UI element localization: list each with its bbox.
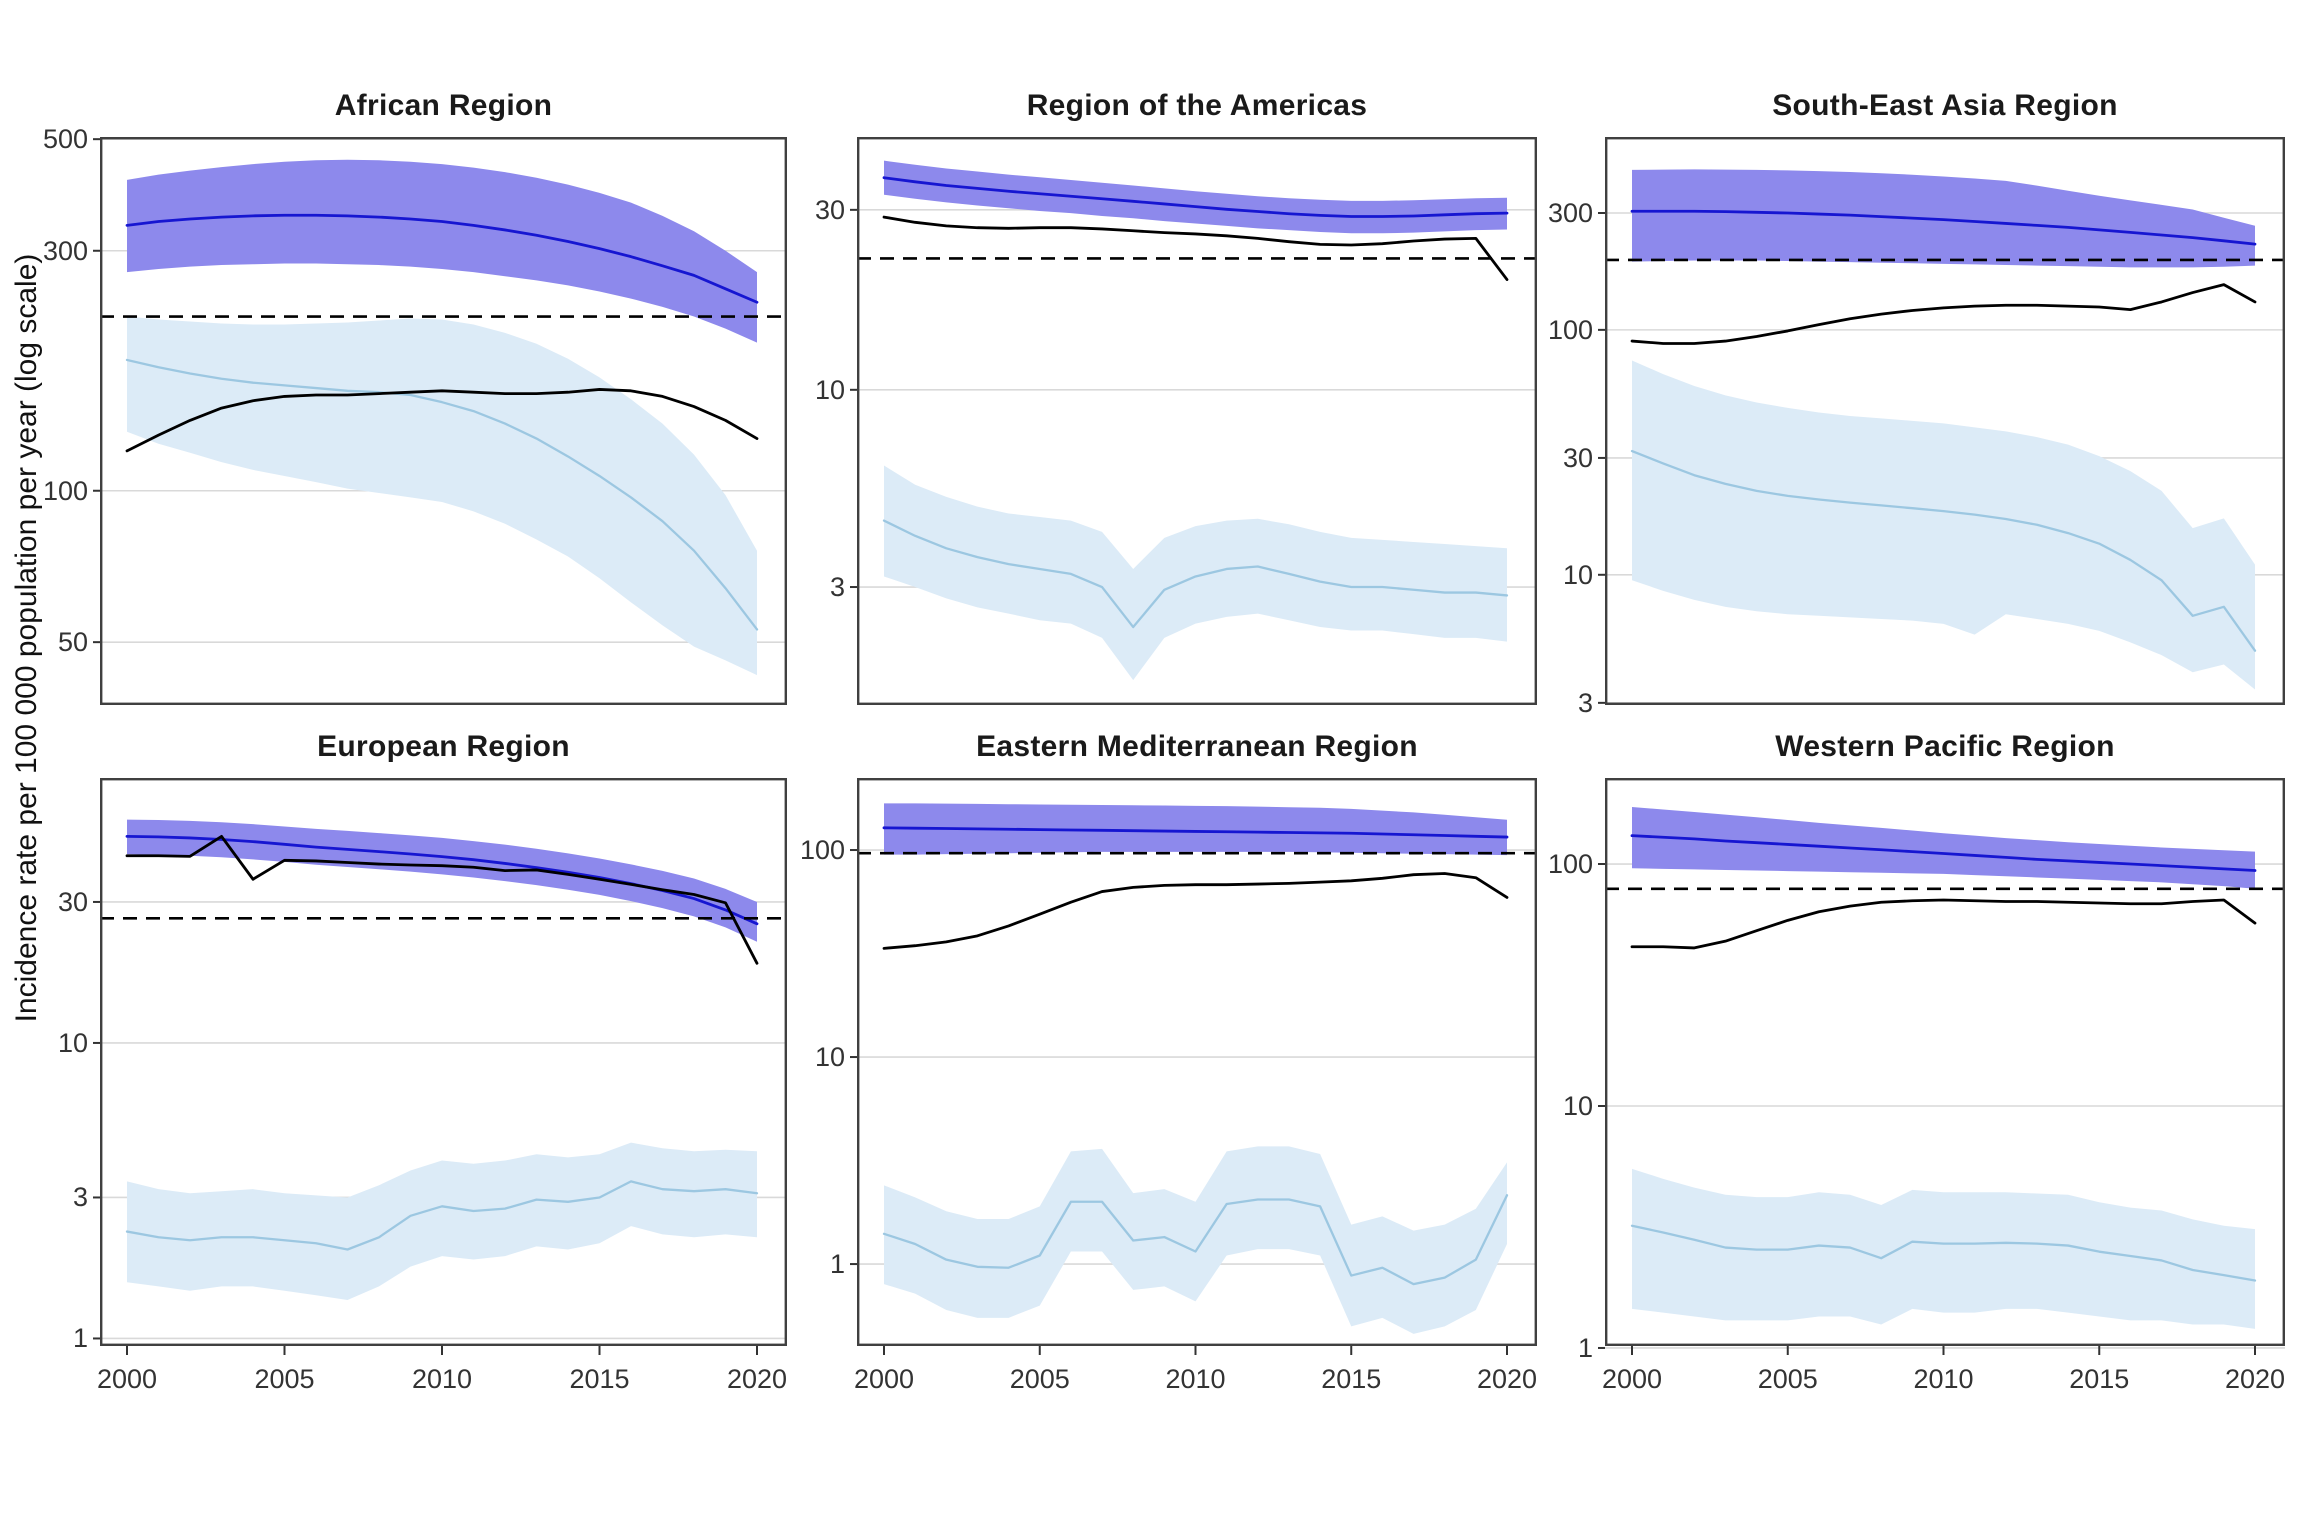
hiv-positive-uncertainty-band <box>1632 1168 2255 1329</box>
panel-title-western-pacific-region: Western Pacific Region <box>1775 730 2115 763</box>
panel-border <box>857 137 1537 705</box>
panel-title-eastern-mediterranean-region: Eastern Mediterranean Region <box>976 730 1418 763</box>
plot-area-0 <box>93 137 787 705</box>
notified-cases-line <box>882 215 1509 281</box>
notified-cases-line <box>882 872 1509 950</box>
hiv-positive-incidence-line <box>1630 449 2257 652</box>
y-tick-label: 1 <box>829 1249 845 1280</box>
y-tick-label: 500 <box>42 124 88 155</box>
x-tick-label: 2000 <box>96 1364 158 1394</box>
notified-cases-line <box>125 388 759 453</box>
x-tick-label: 2010 <box>1165 1364 1226 1394</box>
hiv-positive-incidence-line <box>125 358 759 631</box>
panel-border <box>100 137 787 705</box>
y-tick-label: 10 <box>1562 559 1593 590</box>
notified-cases-line <box>1630 898 2257 950</box>
panel-border <box>1605 137 2285 705</box>
panel-title-region-of-the-americas: Region of the Americas <box>1026 89 1368 122</box>
hiv-positive-incidence-line <box>882 1194 1509 1286</box>
x-tick-label: 2020 <box>1476 1364 1538 1394</box>
y-tick-label: 300 <box>1547 198 1593 228</box>
x-tick-label: 2020 <box>2224 1364 2286 1394</box>
estimated-incidence-line <box>882 176 1509 218</box>
x-tick-label: 2015 <box>569 1364 630 1394</box>
estimated-incidence-uncertainty-band <box>884 803 1507 856</box>
y-tick-label: 100 <box>1547 314 1593 345</box>
panel-border <box>1605 778 2285 1346</box>
estimated-incidence-line <box>125 213 759 304</box>
y-tick-label: 3 <box>1577 687 1593 718</box>
plot-area-5 <box>1598 778 2285 1355</box>
x-tick-label: 2015 <box>1321 1364 1382 1394</box>
plot-area-3 <box>93 778 787 1355</box>
y-tick-label: 10 <box>814 1042 845 1073</box>
y-tick-label: 100 <box>1547 849 1593 879</box>
panel-title-south-east-asia-region: South-East Asia Region <box>1772 89 2118 122</box>
plot-area-2 <box>1598 137 2285 705</box>
y-tick-label: 30 <box>57 886 88 917</box>
y-tick-label: 1 <box>72 1323 88 1354</box>
x-tick-label: 2005 <box>1009 1364 1070 1394</box>
estimated-incidence-line <box>1630 209 2257 246</box>
plot-area-4 <box>850 778 1537 1355</box>
x-tick-label: 2000 <box>1601 1364 1663 1394</box>
estimated-incidence-uncertainty-band <box>127 819 757 942</box>
y-tick-label: 3 <box>829 572 845 603</box>
hiv-positive-incidence-line <box>1630 1224 2257 1282</box>
y-tick-label: 10 <box>814 374 845 405</box>
x-tick-label: 2015 <box>2069 1364 2130 1394</box>
x-tick-label: 2010 <box>1913 1364 1974 1394</box>
notified-cases-line <box>125 834 759 965</box>
estimated-incidence-uncertainty-band <box>127 159 757 343</box>
hiv-positive-incidence-line <box>125 1180 759 1251</box>
panel-title-african-region: African Region <box>334 89 553 122</box>
y-tick-label: 30 <box>1562 442 1593 473</box>
y-tick-label: 10 <box>1562 1090 1593 1121</box>
panel-border <box>857 778 1537 1346</box>
y-tick-label: 100 <box>799 835 845 866</box>
y-tick-label: 30 <box>814 194 845 225</box>
estimated-incidence-uncertainty-band <box>1632 807 2255 889</box>
x-tick-label: 2020 <box>726 1364 788 1394</box>
hiv-positive-uncertainty-band <box>884 1146 1507 1334</box>
y-tick-label: 100 <box>42 475 88 506</box>
plot-area-1 <box>850 137 1537 705</box>
y-tick-label: 50 <box>57 627 88 658</box>
x-tick-label: 2010 <box>411 1364 473 1394</box>
y-tick-label: 10 <box>57 1027 88 1058</box>
estimated-incidence-line <box>1630 834 2257 872</box>
hiv-positive-uncertainty-band <box>127 1142 757 1300</box>
y-tick-label: 3 <box>72 1182 88 1213</box>
y-tick-label: 300 <box>42 235 88 266</box>
estimated-incidence-line <box>882 826 1509 839</box>
x-tick-label: 2000 <box>853 1364 915 1394</box>
panel-title-european-region: European Region <box>317 730 570 763</box>
hiv-positive-uncertainty-band <box>1632 360 2255 690</box>
estimated-incidence-uncertainty-band <box>884 160 1507 234</box>
panel-border <box>100 778 787 1346</box>
y-tick-label: 1 <box>1577 1332 1593 1363</box>
hiv-positive-incidence-line <box>882 519 1509 629</box>
hiv-positive-uncertainty-band <box>884 465 1507 681</box>
x-tick-label: 2005 <box>1757 1364 1818 1394</box>
notified-cases-line <box>1630 283 2257 345</box>
x-tick-label: 2005 <box>254 1364 315 1394</box>
hiv-positive-uncertainty-band <box>127 316 757 676</box>
